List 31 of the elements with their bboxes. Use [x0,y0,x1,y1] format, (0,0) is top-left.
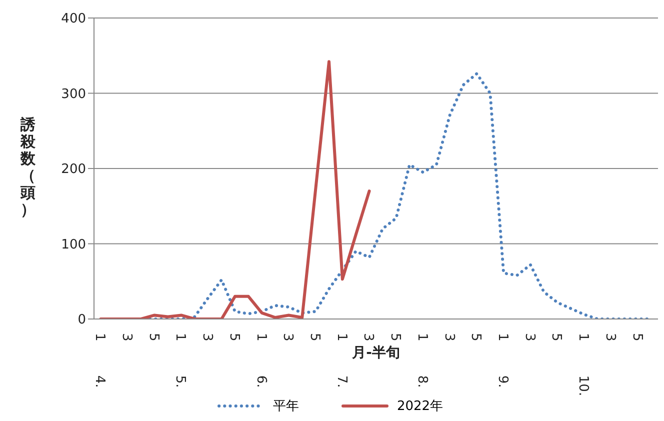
category-label: 1 8. [414,333,430,388]
category-label: 1 5. [172,333,188,388]
y-tick-label: 0 [78,312,86,328]
x-tick-label: 3 [441,333,456,342]
x-tick-label: 3 [360,333,376,342]
line-series [99,60,371,319]
category-label: 1 9. [495,333,510,388]
y-tick-label: 100 [61,237,86,252]
x-tick-label: 3 [522,333,537,342]
x-tick-label: 5 [548,333,564,342]
x-tick-label: 3 [280,333,296,342]
x-tick-label: 5 [307,333,322,342]
category-label: 1 7. [334,333,349,388]
x-tick-label: 3 [200,333,215,342]
x-tick-label: 3 [119,333,134,342]
x-tick-label: 5 [146,333,161,342]
legend-label: 平年 [272,398,299,415]
x-tick-label: 3 [602,333,618,342]
y-axis-title: 誘殺数（頭） [20,116,36,218]
legend-label: 2022年 [396,398,444,415]
category-label: 1 6. [253,333,268,388]
x-axis-title: 月-半旬 [351,344,400,361]
x-tick-label: 5 [388,333,403,342]
category-label: 1 4. [92,333,108,388]
x-tick-label: 5 [468,333,484,342]
x-tick-label: 5 [629,333,644,342]
y-tick-label: 300 [61,86,86,102]
y-tick-label: 400 [61,12,86,27]
category-label: 1 10. [576,333,591,396]
y-tick-label: 200 [61,162,86,178]
x-tick-label: 5 [226,333,242,342]
